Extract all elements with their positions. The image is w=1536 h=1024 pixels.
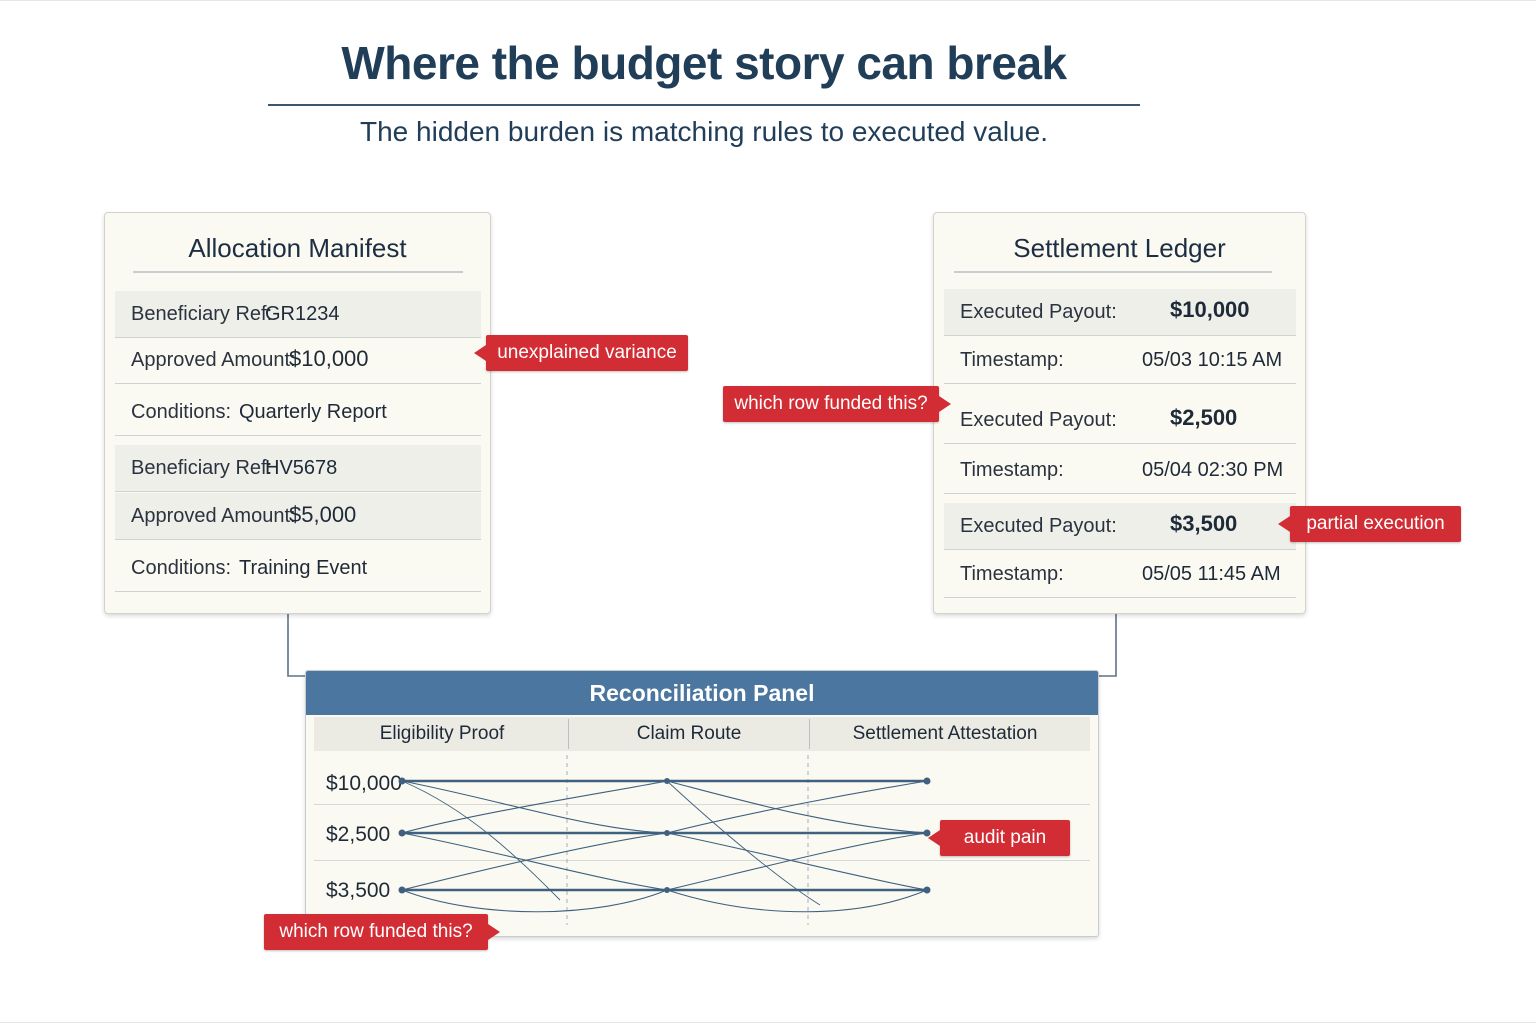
callout-text: audit pain: [963, 827, 1047, 848]
row-amount-label: $2,500: [326, 823, 391, 846]
timestamp-value: 05/05 11:45 AM: [1142, 563, 1281, 585]
allocation-manifest-title: Allocation Manifest: [188, 233, 407, 263]
callout-pointer: [474, 345, 486, 361]
amount-value: $5,000: [289, 502, 357, 527]
callout-pointer: [939, 396, 951, 412]
payout-value: $3,500: [1170, 511, 1238, 536]
callout-partial-execution: partial execution: [1278, 506, 1461, 542]
allocation-manifest-card: Allocation Manifest Beneficiary Ref: GR1…: [104, 212, 491, 614]
manifest-conditions-row: Conditions: Quarterly Report: [115, 389, 481, 436]
callout-text: unexplained variance: [497, 342, 677, 363]
amount-value: $10,000: [289, 346, 369, 371]
callout-text: partial execution: [1306, 513, 1445, 534]
payout-value: $10,000: [1170, 297, 1250, 322]
column-header-band: [314, 717, 1090, 751]
callout-audit-pain: audit pain: [928, 820, 1070, 856]
payout-label: Executed Payout:: [960, 301, 1117, 323]
conditions-value: Training Event: [239, 557, 368, 579]
row-divider: [314, 860, 1090, 861]
conditions-label: Conditions:: [131, 401, 232, 423]
column-separator: [809, 719, 810, 749]
payout-value: $2,500: [1170, 405, 1238, 430]
column-header-claim-route: Claim Route: [636, 723, 742, 744]
manifest-conditions-row: Conditions: Training Event: [115, 545, 481, 592]
callout-text: which row funded this?: [734, 393, 928, 414]
manifest-amount-row: Approved Amount: $10,000: [115, 337, 481, 384]
timestamp-label: Timestamp:: [960, 563, 1064, 585]
callout-pointer: [928, 830, 940, 846]
title-divider: [268, 104, 1140, 106]
timestamp-label: Timestamp:: [960, 459, 1064, 481]
ledger-to-panel-connector: [1096, 612, 1117, 677]
reconciliation-panel: Reconciliation Panel Eligibility Proof C…: [305, 670, 1099, 937]
ledger-payout-row: Executed Payout: $2,500: [944, 397, 1296, 444]
column-header-settlement-attestation: Settlement Attestation: [852, 723, 1038, 744]
ledger-timestamp-row: Timestamp: 05/03 10:15 AM: [944, 337, 1296, 384]
ledger-timestamp-row: Timestamp: 05/04 02:30 PM: [944, 447, 1296, 494]
row-amount-label: $3,500: [326, 879, 391, 902]
payout-label: Executed Payout:: [960, 515, 1117, 537]
card-title-divider: [954, 271, 1272, 273]
amount-label: Approved Amount:: [131, 505, 296, 527]
row-amount-label: $10,000: [326, 772, 402, 795]
column-separator: [568, 719, 569, 749]
conditions-label: Conditions:: [131, 557, 232, 579]
callout-unexplained-variance: unexplained variance: [474, 335, 688, 371]
callout-pointer: [488, 924, 500, 940]
ledger-payout-row: Executed Payout: $10,000: [944, 289, 1296, 336]
reconciliation-panel-title: Reconciliation Panel: [306, 671, 1098, 715]
callout-text: which row funded this?: [279, 921, 473, 942]
column-header-eligibility-proof: Eligibility Proof: [379, 723, 505, 744]
settlement-ledger-title: Settlement Ledger: [1013, 233, 1226, 263]
ledger-timestamp-row: Timestamp: 05/05 11:45 AM: [944, 551, 1296, 598]
ref-value: HV5678: [265, 457, 338, 479]
manifest-ref-row: Beneficiary Ref: HV5678: [115, 445, 481, 492]
row-divider: [314, 804, 1090, 805]
timestamp-value: 05/03 10:15 AM: [1142, 349, 1283, 371]
ref-label: Beneficiary Ref:: [131, 457, 273, 479]
manifest-amount-row: Approved Amount: $5,000: [115, 493, 481, 540]
manifest-ref-row: Beneficiary Ref: GR1234: [115, 291, 481, 338]
callout-which-row-funded-ledger: which row funded this?: [723, 386, 951, 422]
callout-which-row-funded-panel: which row funded this?: [264, 914, 500, 950]
callout-pointer: [1278, 516, 1290, 532]
amount-label: Approved Amount:: [131, 349, 296, 371]
top-border: [0, 0, 1536, 1]
bottom-border: [0, 1022, 1536, 1023]
ref-value: GR1234: [265, 303, 340, 325]
settlement-ledger-card: Settlement Ledger Executed Payout: $10,0…: [933, 212, 1306, 614]
page-title: Where the budget story can break: [341, 37, 1067, 89]
conditions-value: Quarterly Report: [239, 401, 387, 423]
page-subtitle: The hidden burden is matching rules to e…: [360, 116, 1048, 147]
ledger-payout-row: Executed Payout: $3,500: [944, 503, 1296, 550]
payout-label: Executed Payout:: [960, 409, 1117, 431]
timestamp-label: Timestamp:: [960, 349, 1064, 371]
timestamp-value: 05/04 02:30 PM: [1142, 459, 1284, 481]
card-title-divider: [133, 271, 463, 273]
manifest-to-panel-connector: [287, 612, 306, 677]
ref-label: Beneficiary Ref:: [131, 303, 273, 325]
